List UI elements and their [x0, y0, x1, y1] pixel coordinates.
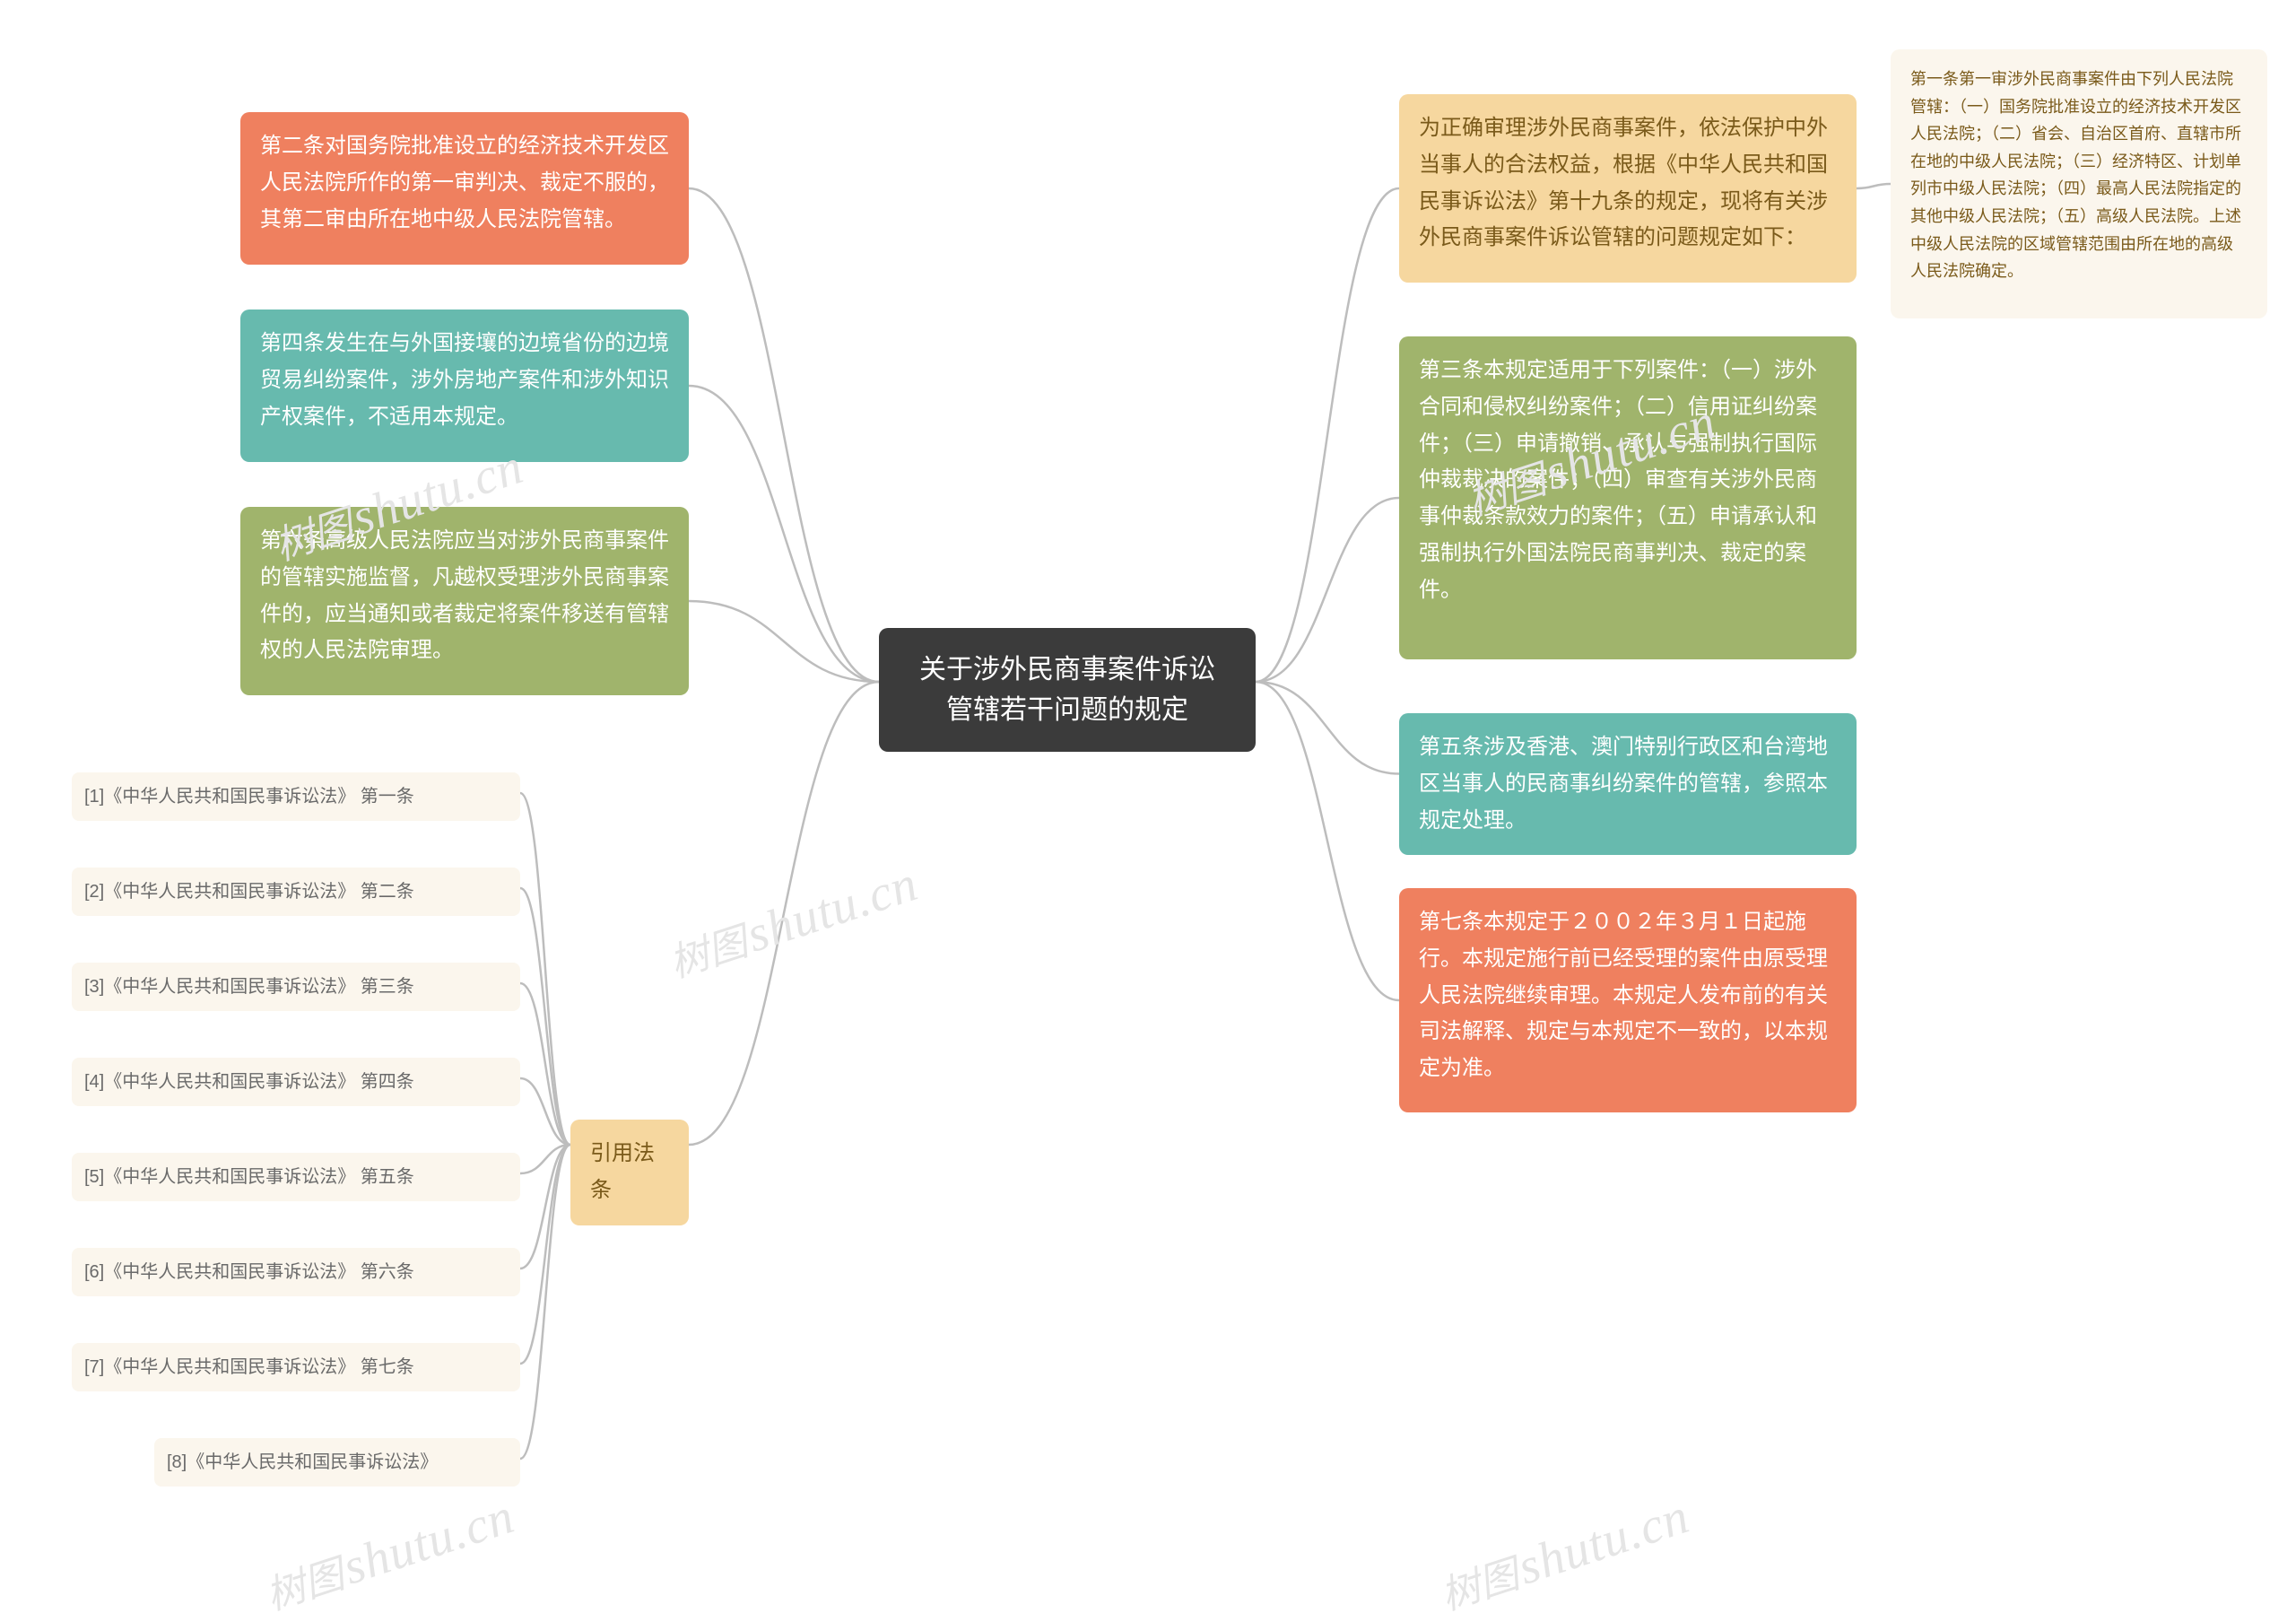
- citation-item: [2]《中华人民共和国民事诉讼法》 第二条: [72, 868, 520, 916]
- right-node-article-3: 第三条本规定适用于下列案件：（一）涉外合同和侵权纠纷案件；（二）信用证纠纷案件；…: [1399, 336, 1857, 659]
- citation-item: [8]《中华人民共和国民事诉讼法》: [154, 1438, 520, 1487]
- citation-item: [7]《中华人民共和国民事诉讼法》 第七条: [72, 1343, 520, 1391]
- watermark: 树图 shutu.cn: [661, 854, 925, 990]
- citation-item: [5]《中华人民共和国民事诉讼法》 第五条: [72, 1153, 520, 1201]
- right-node-article-5: 第五条涉及香港、澳门特别行政区和台湾地区当事人的民商事纠纷案件的管辖，参照本规定…: [1399, 713, 1857, 855]
- center-node: 关于涉外民商事案件诉讼管辖若干问题的规定: [879, 628, 1256, 752]
- citation-item: [1]《中华人民共和国民事诉讼法》 第一条: [72, 772, 520, 821]
- right-node-article-7: 第七条本规定于２００２年３月１日起施行。本规定施行前已经受理的案件由原受理人民法…: [1399, 888, 1857, 1112]
- watermark: 树图 shutu.cn: [257, 1487, 521, 1613]
- right-node-intro: 为正确审理涉外民商事案件，依法保护中外当事人的合法权益，根据《中华人民共和国民事…: [1399, 94, 1857, 283]
- left-node-cited-laws: 引用法条: [570, 1120, 689, 1225]
- right-node-article-1: 第一条第一审涉外民商事案件由下列人民法院管辖：（一）国务院批准设立的经济技术开发…: [1891, 49, 2267, 318]
- citation-item: [6]《中华人民共和国民事诉讼法》 第六条: [72, 1248, 520, 1296]
- citation-item: [4]《中华人民共和国民事诉讼法》 第四条: [72, 1058, 520, 1106]
- left-node-article-4: 第四条发生在与外国接壤的边境省份的边境贸易纠纷案件，涉外房地产案件和涉外知识产权…: [240, 310, 689, 462]
- left-node-article-6: 第六条高级人民法院应当对涉外民商事案件的管辖实施监督，凡越权受理涉外民商事案件的…: [240, 507, 689, 695]
- citation-item: [3]《中华人民共和国民事诉讼法》 第三条: [72, 963, 520, 1011]
- watermark: 树图 shutu.cn: [1432, 1487, 1696, 1613]
- left-node-article-2: 第二条对国务院批准设立的经济技术开发区人民法院所作的第一审判决、裁定不服的，其第…: [240, 112, 689, 265]
